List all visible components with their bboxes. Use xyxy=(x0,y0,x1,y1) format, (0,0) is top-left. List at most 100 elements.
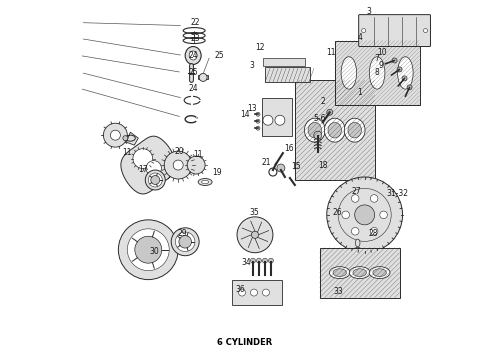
Circle shape xyxy=(133,149,153,168)
Circle shape xyxy=(353,247,362,256)
Text: 13: 13 xyxy=(247,104,257,113)
Ellipse shape xyxy=(324,118,345,142)
Ellipse shape xyxy=(304,118,325,142)
Circle shape xyxy=(351,195,359,202)
Circle shape xyxy=(362,28,366,32)
Text: 11: 11 xyxy=(194,150,203,159)
Ellipse shape xyxy=(189,51,197,60)
FancyBboxPatch shape xyxy=(359,15,431,46)
Bar xyxy=(320,248,399,298)
Text: 1: 1 xyxy=(357,87,362,96)
Ellipse shape xyxy=(328,122,342,138)
Text: 8: 8 xyxy=(374,68,379,77)
Circle shape xyxy=(171,228,199,256)
Circle shape xyxy=(269,258,273,263)
Ellipse shape xyxy=(397,57,413,89)
Text: 6 CYLINDER: 6 CYLINDER xyxy=(218,338,272,347)
Text: 24: 24 xyxy=(189,84,198,93)
Ellipse shape xyxy=(353,269,367,276)
Ellipse shape xyxy=(359,255,367,259)
Text: 16: 16 xyxy=(284,144,294,153)
Ellipse shape xyxy=(201,180,209,184)
Bar xyxy=(295,80,375,180)
Circle shape xyxy=(239,289,245,296)
Text: 15: 15 xyxy=(292,162,301,171)
Ellipse shape xyxy=(387,279,392,282)
Circle shape xyxy=(127,229,169,271)
Text: 11: 11 xyxy=(122,148,132,157)
Circle shape xyxy=(110,130,121,140)
Text: 5-6: 5-6 xyxy=(314,114,326,123)
Circle shape xyxy=(164,151,192,179)
Ellipse shape xyxy=(355,239,360,247)
Circle shape xyxy=(256,258,262,263)
Ellipse shape xyxy=(185,46,201,64)
Circle shape xyxy=(277,164,285,172)
Ellipse shape xyxy=(367,255,375,259)
Circle shape xyxy=(327,177,403,253)
Ellipse shape xyxy=(355,257,360,264)
Text: 33: 33 xyxy=(333,287,343,296)
Circle shape xyxy=(256,112,260,116)
Text: 4: 4 xyxy=(357,33,362,42)
Circle shape xyxy=(151,176,160,184)
Ellipse shape xyxy=(333,269,346,276)
Circle shape xyxy=(370,195,378,202)
Polygon shape xyxy=(126,132,138,145)
Ellipse shape xyxy=(351,255,359,259)
Text: 19: 19 xyxy=(212,168,221,177)
Text: 7: 7 xyxy=(374,54,379,63)
Text: 27: 27 xyxy=(351,187,361,196)
Circle shape xyxy=(407,85,412,90)
Text: 29: 29 xyxy=(177,229,187,238)
Text: 26: 26 xyxy=(333,208,343,217)
Text: 36: 36 xyxy=(235,285,245,294)
Circle shape xyxy=(351,228,359,235)
Circle shape xyxy=(199,73,207,81)
Circle shape xyxy=(237,217,273,253)
Circle shape xyxy=(392,58,397,63)
Text: 3: 3 xyxy=(366,7,371,16)
Circle shape xyxy=(148,173,162,187)
Circle shape xyxy=(263,115,273,125)
Ellipse shape xyxy=(369,267,390,279)
Bar xyxy=(262,98,292,136)
Circle shape xyxy=(256,119,260,123)
Circle shape xyxy=(380,211,388,219)
Text: 10: 10 xyxy=(377,48,387,57)
Text: 20: 20 xyxy=(174,147,184,156)
Text: 28: 28 xyxy=(368,229,378,238)
Text: 31-32: 31-32 xyxy=(387,189,409,198)
Circle shape xyxy=(397,67,402,72)
Circle shape xyxy=(175,232,195,252)
Text: 21: 21 xyxy=(261,158,271,167)
Circle shape xyxy=(123,136,128,141)
Circle shape xyxy=(250,289,257,296)
Circle shape xyxy=(179,235,192,248)
Ellipse shape xyxy=(308,122,321,138)
Text: 9: 9 xyxy=(378,61,383,70)
Circle shape xyxy=(263,258,268,263)
Text: 22: 22 xyxy=(191,18,200,27)
Circle shape xyxy=(119,220,178,280)
Text: 17: 17 xyxy=(139,166,148,175)
Ellipse shape xyxy=(387,271,392,274)
Text: 18: 18 xyxy=(318,161,328,170)
Ellipse shape xyxy=(344,118,365,142)
Bar xyxy=(335,41,419,105)
Text: 23: 23 xyxy=(191,34,200,43)
Ellipse shape xyxy=(369,57,385,89)
Circle shape xyxy=(145,170,165,190)
Ellipse shape xyxy=(363,249,370,254)
Circle shape xyxy=(423,28,427,32)
Circle shape xyxy=(327,109,333,115)
Ellipse shape xyxy=(341,57,357,89)
Circle shape xyxy=(135,236,162,263)
Text: 14: 14 xyxy=(240,110,250,119)
Circle shape xyxy=(103,123,127,147)
Text: 12: 12 xyxy=(255,43,264,52)
Text: 30: 30 xyxy=(150,247,159,256)
Circle shape xyxy=(275,115,285,125)
Bar xyxy=(232,280,282,305)
Text: 34: 34 xyxy=(241,258,251,267)
